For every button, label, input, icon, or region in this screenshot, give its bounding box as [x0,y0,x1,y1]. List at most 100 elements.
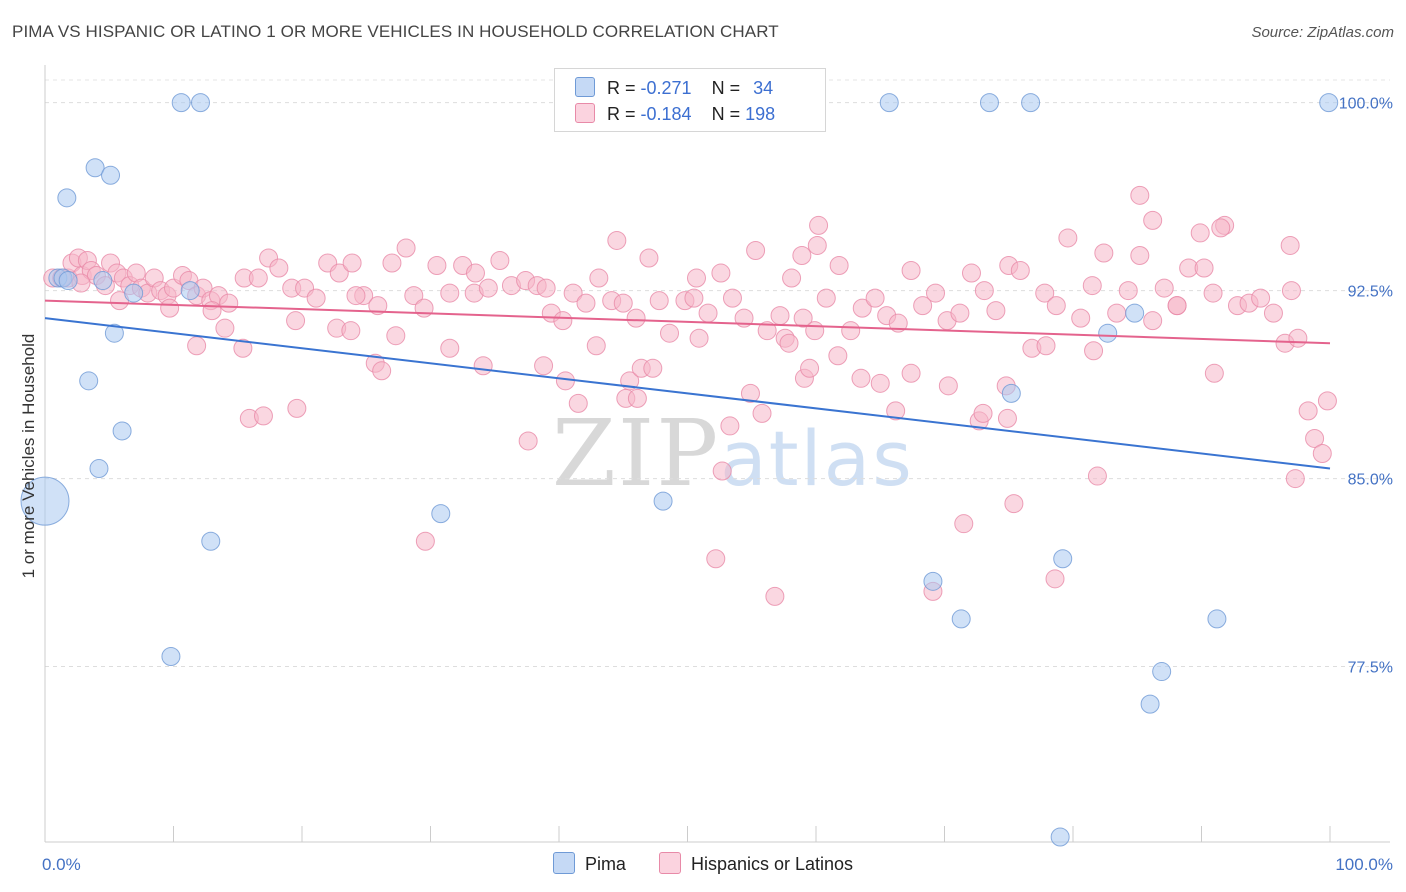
hispanic-point [1130,185,1150,205]
hispanic-point [518,431,538,451]
hispanic-point [613,293,633,313]
pima-point [879,93,899,113]
hispanic-point [627,388,647,408]
pima-points [20,93,1339,847]
hispanic-point [1010,261,1030,281]
legend-n-value: 198 [745,104,776,124]
hispanic-point [536,278,556,298]
hispanic-point [752,403,772,423]
hispanic-point [684,288,704,308]
pima-trend-line [44,317,1331,470]
hispanic-point [215,318,235,338]
source-label: Source: ZipAtlas.com [1251,24,1394,41]
hispanic-point [341,321,361,341]
hispanic-point [816,288,836,308]
hispanic-point [1035,283,1055,303]
hispanic-point [852,298,872,318]
hispanic-point [1281,281,1301,301]
series-legend: Pima Hispanics or Latinos [0,852,1406,875]
hispanic-point [1107,303,1127,323]
hispanic-point [1280,235,1300,255]
hispanic-point [346,286,366,306]
hispanic-point [414,298,434,318]
hispanic-point [720,416,740,436]
hispanic-point [568,393,588,413]
hispanic-point [829,256,849,276]
hispanic-point [490,251,510,271]
pima-point [1053,549,1073,569]
hispanic-point [1285,469,1305,489]
hispanic-point [368,296,388,316]
hispanic-point [1204,363,1224,383]
legend-swatch-pima [575,77,595,97]
hispanic-point [793,308,813,328]
hispanic-point [782,268,802,288]
y-tick-label: 100.0% [1339,96,1393,113]
hispanic-point [382,253,402,273]
hispanic-point [851,368,871,388]
trend-lines [44,299,1331,470]
pima-point [1140,694,1160,714]
hispanic-point [686,268,706,288]
pima-point [20,476,70,526]
hispanic-point [342,253,362,273]
hispanic-point [202,301,222,321]
hispanic-point [1046,296,1066,316]
pima-point [104,323,124,343]
tick-labels: 100.0% 92.5% 85.0% 77.5% 0.0% 100.0% [42,96,1393,874]
pima-point [58,271,78,291]
hispanic-point [973,403,993,423]
hispanic-point [1130,245,1150,265]
hispanic-point [160,298,180,318]
pima-point [1125,303,1145,323]
hispanic-point [1036,336,1056,356]
hispanic-point [689,328,709,348]
hispanic-point [187,336,207,356]
legend-n-label: N = [711,78,746,98]
hispanic-point [576,293,596,313]
hispanic-point [1203,283,1223,303]
legend-swatch-hispanic [575,103,595,123]
hispanic-point [1143,311,1163,331]
hispanic-point [828,346,848,366]
hispanic-point [1004,494,1024,514]
legend-row-pima: R = -0.271 N = 34 [575,77,773,99]
hispanic-point [404,286,424,306]
hispanic-point [306,288,326,308]
hispanic-point [269,258,289,278]
hispanic-point [809,215,829,235]
hispanic-point [1298,401,1318,421]
hispanic-point [805,321,825,341]
pima-point [85,158,105,178]
y-tick-label: 77.5% [1348,660,1393,677]
hispanic-point [913,296,933,316]
hispanic-point [465,263,485,283]
legend-swatch-pima [552,852,575,874]
pima-point [161,647,181,667]
y-tick-label: 85.0% [1348,472,1393,489]
pima-point [653,491,673,511]
watermark-zip: ZIP [552,400,721,507]
hispanic-point [986,301,1006,321]
legend-swatch-hispanic [658,852,681,874]
pima-point [93,271,113,291]
hispanic-point [1058,228,1078,248]
y-axis-label: 1 or more Vehicles in Household [19,334,38,579]
hispanic-point [287,398,307,418]
pima-point [112,421,132,441]
pima-point [124,283,144,303]
pima-point [923,571,943,591]
legend-r-value: -0.184 [640,104,692,124]
legend-item-pima: Pima [552,852,626,875]
pima-point [1098,323,1118,343]
hispanic-point [253,406,273,426]
legend-r-label: R = [607,104,641,124]
hispanic-point [1071,308,1091,328]
pima-point [1207,609,1227,629]
hispanic-point [1211,218,1231,238]
hispanic-point [1312,444,1332,463]
pima-point [979,93,999,113]
hispanic-point [757,321,777,341]
hispanic-point [1143,210,1163,230]
hispanic-point [233,338,253,358]
